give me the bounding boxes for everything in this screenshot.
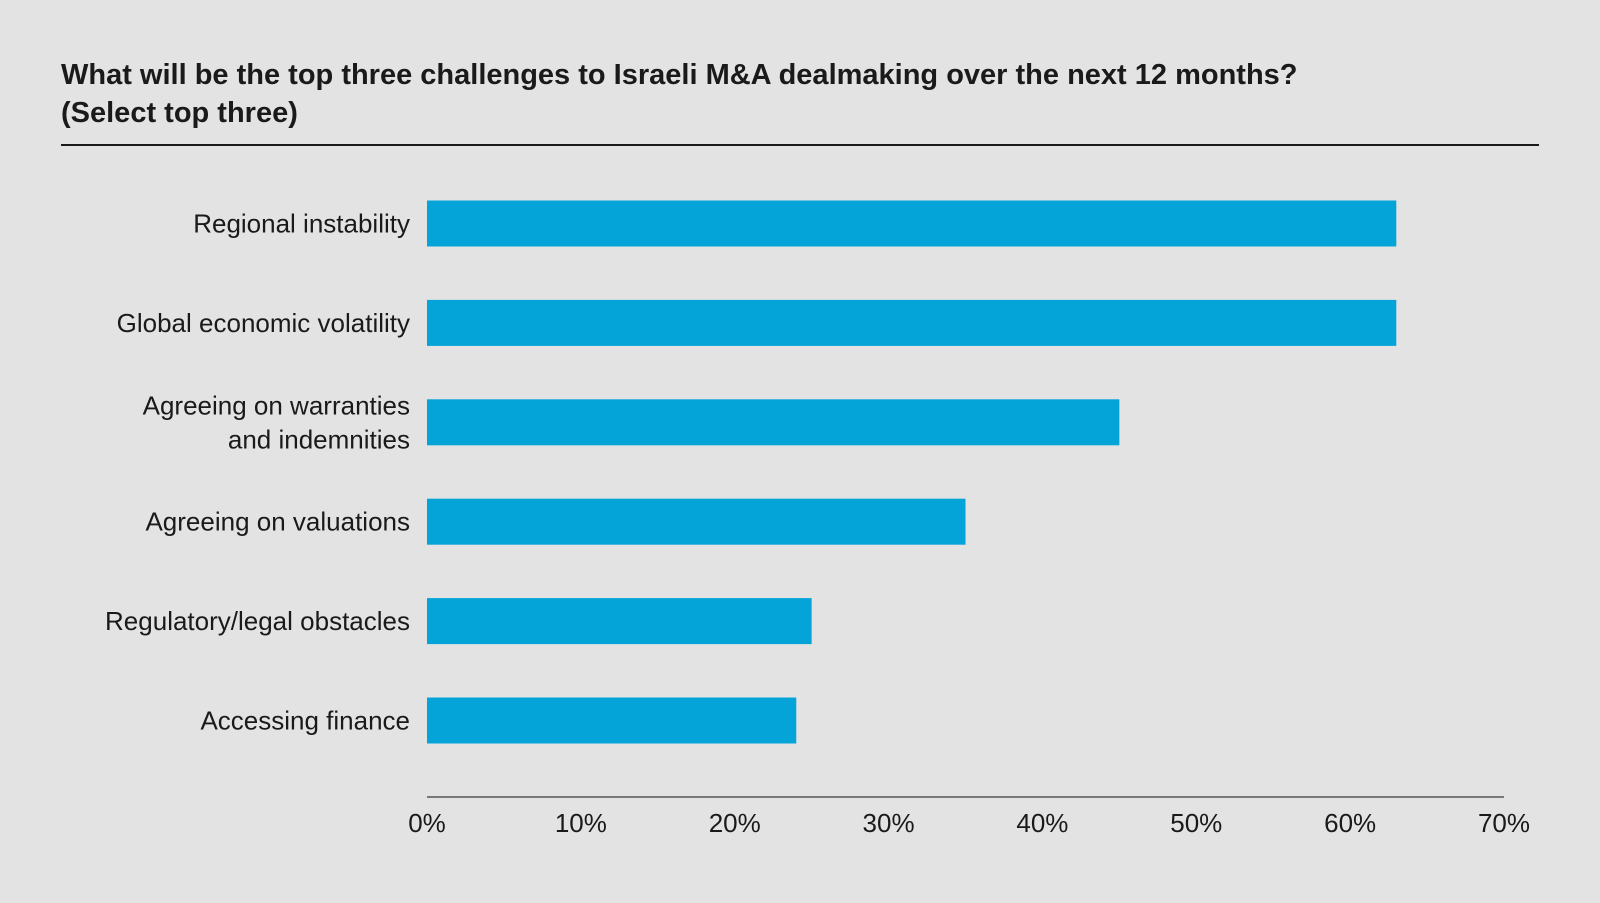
chart-title-line-2: (Select top three) bbox=[61, 97, 298, 129]
title-divider bbox=[61, 144, 1539, 146]
bar bbox=[427, 299, 1397, 346]
x-tick-label: 70% bbox=[1478, 808, 1530, 838]
bar bbox=[427, 399, 1120, 446]
x-tick-label: 0% bbox=[408, 808, 446, 838]
bar bbox=[427, 697, 797, 744]
chart-title: What will be the top three challenges to… bbox=[61, 56, 1541, 132]
category-label: Agreeing on warranties and indemnities bbox=[143, 390, 410, 454]
x-tick-label: 10% bbox=[555, 808, 607, 838]
x-tick-label: 30% bbox=[863, 808, 915, 838]
category-label: Global economic volatility bbox=[117, 308, 410, 338]
x-tick-label: 60% bbox=[1324, 808, 1376, 838]
category-label: Agreeing on valuations bbox=[145, 507, 410, 537]
x-tick-label: 20% bbox=[709, 808, 761, 838]
bar bbox=[427, 598, 812, 645]
chart-title-line-1: What will be the top three challenges to… bbox=[61, 59, 1298, 91]
category-label: Regional instability bbox=[193, 209, 410, 239]
x-tick-label: 40% bbox=[1016, 808, 1068, 838]
x-tick-label: 50% bbox=[1170, 808, 1222, 838]
category-label: Accessing finance bbox=[200, 706, 410, 736]
bar bbox=[427, 200, 1397, 247]
category-label: Regulatory/legal obstacles bbox=[105, 606, 410, 636]
bar bbox=[427, 498, 966, 545]
